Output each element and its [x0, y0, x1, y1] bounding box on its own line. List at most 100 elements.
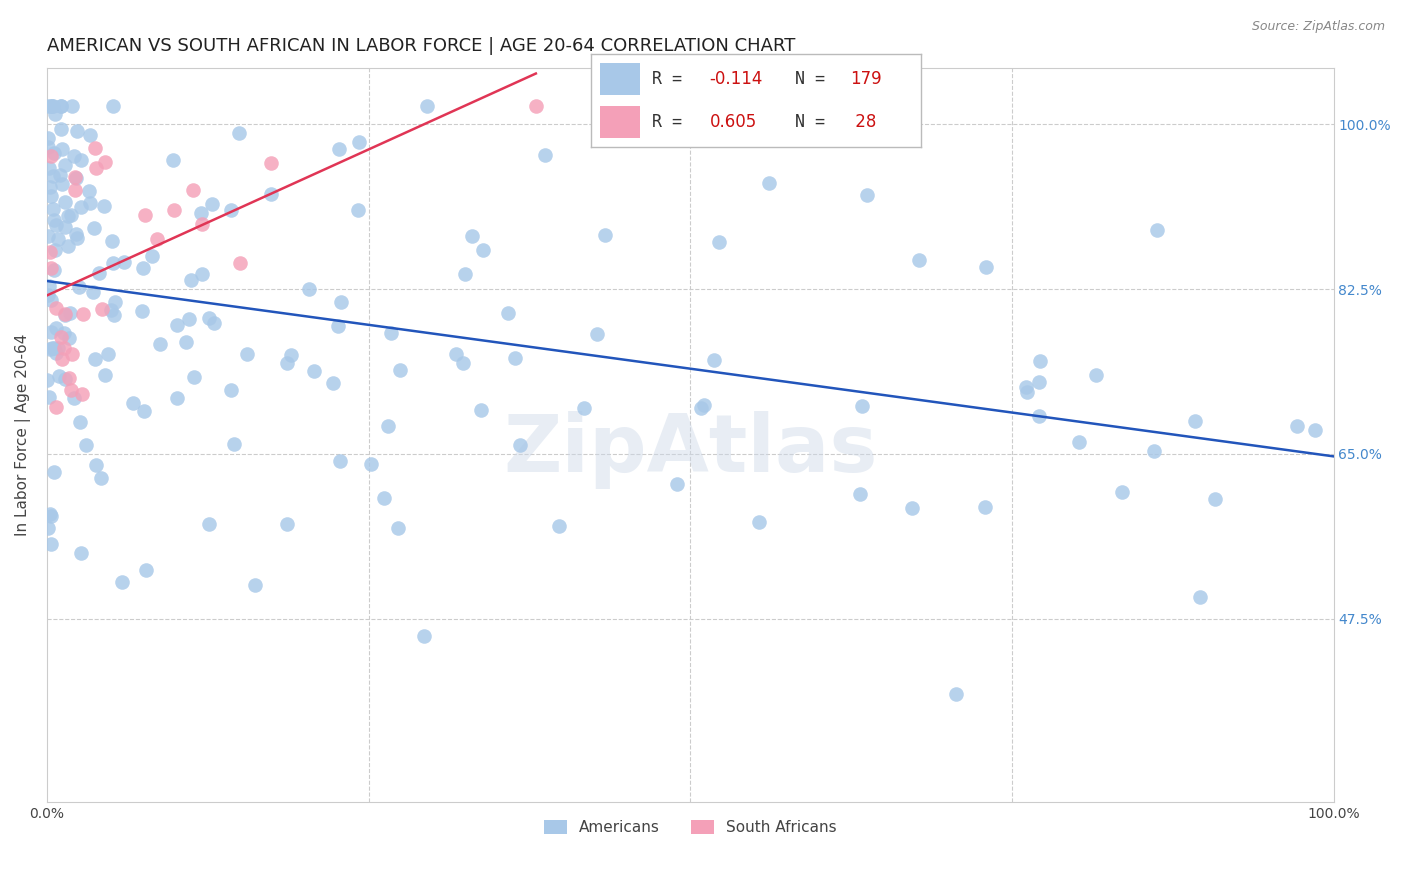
- Text: AMERICAN VS SOUTH AFRICAN IN LABOR FORCE | AGE 20-64 CORRELATION CHART: AMERICAN VS SOUTH AFRICAN IN LABOR FORCE…: [46, 37, 796, 55]
- Point: [141, 249, 163, 263]
- Point: [1146, 223, 1168, 237]
- Point: [38, 278, 60, 293]
- Point: [60, 98, 83, 112]
- Point: [53, 341, 76, 355]
- Point: [851, 399, 873, 413]
- Point: [322, 376, 344, 391]
- Point: [69, 153, 91, 168]
- Point: [380, 326, 402, 341]
- Point: [690, 401, 713, 415]
- Point: [41, 342, 63, 356]
- Point: [58, 371, 80, 385]
- Point: [83, 351, 105, 366]
- Point: [162, 153, 184, 168]
- Point: [112, 255, 135, 269]
- Point: [373, 491, 395, 506]
- Point: [1303, 423, 1326, 437]
- Point: [183, 370, 205, 384]
- Point: [45, 321, 67, 335]
- FancyBboxPatch shape: [600, 106, 640, 138]
- Point: [758, 177, 780, 191]
- Point: [593, 227, 616, 242]
- Point: [1111, 485, 1133, 500]
- Point: [1286, 419, 1309, 434]
- Point: [79, 128, 101, 143]
- Point: [451, 356, 474, 370]
- Point: [219, 383, 242, 397]
- Point: [100, 303, 122, 318]
- Point: [974, 260, 997, 274]
- Point: [39, 508, 62, 523]
- Point: [177, 311, 200, 326]
- Point: [37, 521, 59, 535]
- Point: [166, 318, 188, 332]
- Point: [103, 295, 125, 310]
- Point: [39, 507, 62, 521]
- Text: N =: N =: [796, 113, 835, 131]
- Point: [45, 401, 67, 415]
- Text: -0.114: -0.114: [710, 70, 763, 87]
- Point: [93, 199, 115, 213]
- Point: [389, 363, 412, 377]
- Point: [49, 98, 72, 112]
- Point: [70, 546, 93, 560]
- Point: [72, 307, 94, 321]
- Point: [82, 285, 104, 300]
- Point: [42, 98, 65, 112]
- Point: [59, 305, 82, 319]
- Point: [53, 308, 76, 322]
- Point: [70, 200, 93, 214]
- Point: [236, 347, 259, 361]
- Point: [97, 346, 120, 360]
- Point: [46, 232, 69, 246]
- Point: [1205, 491, 1227, 506]
- Point: [131, 304, 153, 318]
- Point: [180, 273, 202, 287]
- Point: [135, 564, 157, 578]
- Point: [59, 208, 82, 222]
- Point: [41, 98, 63, 112]
- Point: [524, 98, 547, 112]
- Point: [1143, 444, 1166, 458]
- Point: [51, 177, 73, 191]
- Text: 179: 179: [849, 70, 882, 87]
- Point: [103, 256, 125, 270]
- Text: Source: ZipAtlas.com: Source: ZipAtlas.com: [1251, 20, 1385, 33]
- Point: [37, 229, 59, 244]
- Point: [1085, 368, 1108, 382]
- Text: N =: N =: [796, 70, 835, 87]
- Point: [470, 403, 492, 417]
- Point: [111, 574, 134, 589]
- Point: [66, 230, 89, 244]
- FancyBboxPatch shape: [600, 63, 640, 95]
- Point: [48, 369, 70, 384]
- Text: R =: R =: [651, 113, 692, 131]
- Point: [53, 159, 76, 173]
- Point: [53, 194, 76, 209]
- Point: [56, 239, 79, 253]
- Point: [454, 267, 477, 281]
- Point: [75, 437, 97, 451]
- Point: [1028, 409, 1050, 423]
- Point: [298, 282, 321, 296]
- Point: [70, 386, 93, 401]
- Point: [84, 141, 107, 155]
- Point: [149, 337, 172, 351]
- Point: [198, 310, 221, 325]
- Point: [94, 368, 117, 383]
- Point: [63, 169, 86, 184]
- Point: [86, 161, 108, 175]
- Point: [347, 202, 370, 217]
- Point: [471, 244, 494, 258]
- Point: [67, 279, 90, 293]
- Point: [703, 353, 725, 368]
- Y-axis label: In Labor Force | Age 20-64: In Labor Force | Age 20-64: [15, 334, 31, 536]
- Point: [42, 212, 65, 227]
- Point: [39, 325, 62, 339]
- Point: [90, 470, 112, 484]
- Point: [46, 341, 69, 355]
- Point: [44, 244, 66, 258]
- Point: [77, 184, 100, 198]
- Point: [146, 232, 169, 246]
- Point: [945, 687, 967, 701]
